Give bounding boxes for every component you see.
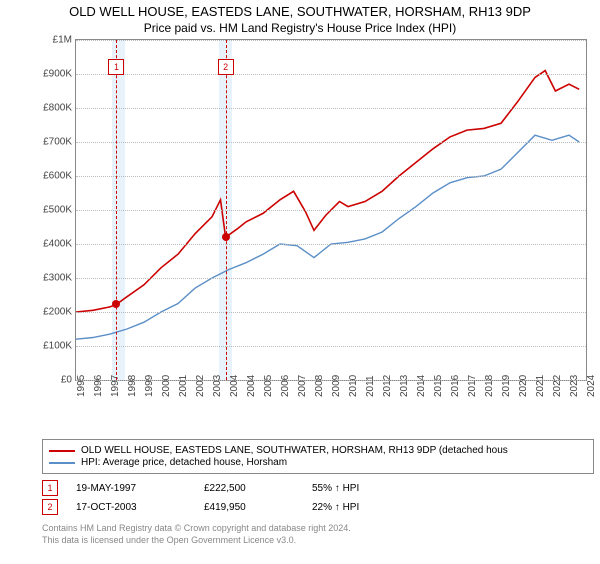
x-axis-label: 2014 <box>416 375 427 397</box>
legend-item: HPI: Average price, detached house, Hors… <box>49 457 587 468</box>
chart-container: OLD WELL HOUSE, EASTEDS LANE, SOUTHWATER… <box>0 4 600 564</box>
gridline <box>76 142 586 143</box>
x-axis-label: 2017 <box>467 375 478 397</box>
y-axis-label: £800K <box>36 103 72 114</box>
gridline <box>76 244 586 245</box>
x-axis-label: 2015 <box>433 375 444 397</box>
gridline <box>76 346 586 347</box>
x-axis-label: 2002 <box>195 375 206 397</box>
chart-area: £0 £100K £200K £300K £400K £500K £600K £700K £80… <box>35 39 595 409</box>
gridline <box>76 210 586 211</box>
sale-price: £222,500 <box>204 483 294 494</box>
sale-diff: 22% ↑ HPI <box>312 502 359 513</box>
chart-title: OLD WELL HOUSE, EASTEDS LANE, SOUTHWATER… <box>0 4 600 19</box>
y-axis-label: £500K <box>36 205 72 216</box>
y-axis-label: £600K <box>36 171 72 182</box>
x-axis-label: 2016 <box>450 375 461 397</box>
x-axis-label: 2005 <box>263 375 274 397</box>
gridline <box>76 74 586 75</box>
x-axis-label: 2021 <box>535 375 546 397</box>
x-axis-label: 2000 <box>161 375 172 397</box>
sale-row: 1 19-MAY-1997 £222,500 55% ↑ HPI <box>42 480 600 496</box>
plot-region: £0£100K£200K£300K£400K£500K£600K£700K£80… <box>75 39 587 381</box>
marker-dot <box>222 233 230 241</box>
marker-box: 1 <box>108 59 124 75</box>
x-axis-label: 2012 <box>382 375 393 397</box>
marker-dot <box>112 300 120 308</box>
chart-subtitle: Price paid vs. HM Land Registry's House … <box>0 21 600 35</box>
x-axis-label: 2007 <box>297 375 308 397</box>
legend: OLD WELL HOUSE, EASTEDS LANE, SOUTHWATER… <box>42 439 594 474</box>
x-axis-label: 2004 <box>246 375 257 397</box>
y-axis-label: £1M <box>36 35 72 46</box>
marker-dash <box>226 40 227 380</box>
x-axis-label: 2019 <box>501 375 512 397</box>
x-axis-label: 1996 <box>93 375 104 397</box>
legend-swatch <box>49 450 75 452</box>
y-axis-label: £100K <box>36 341 72 352</box>
sale-row: 2 17-OCT-2003 £419,950 22% ↑ HPI <box>42 499 600 515</box>
legend-label: OLD WELL HOUSE, EASTEDS LANE, SOUTHWATER… <box>81 445 508 456</box>
x-axis-label: 2020 <box>518 375 529 397</box>
gridline <box>76 278 586 279</box>
y-axis-label: £900K <box>36 69 72 80</box>
x-axis-label: 1998 <box>127 375 138 397</box>
marker-box: 2 <box>218 59 234 75</box>
footer-line-2: This data is licensed under the Open Gov… <box>42 535 600 547</box>
y-axis-label: £400K <box>36 239 72 250</box>
y-axis-label: £700K <box>36 137 72 148</box>
y-axis-label: £300K <box>36 273 72 284</box>
x-axis-label: 2001 <box>178 375 189 397</box>
legend-swatch <box>49 462 75 464</box>
gridline <box>76 176 586 177</box>
sale-date: 19-MAY-1997 <box>76 483 186 494</box>
x-axis-label: 2024 <box>586 375 597 397</box>
footer: Contains HM Land Registry data © Crown c… <box>42 523 600 546</box>
x-axis-label: 2023 <box>569 375 580 397</box>
y-axis-label: £0 <box>36 375 72 386</box>
x-axis-label: 2018 <box>484 375 495 397</box>
footer-line-1: Contains HM Land Registry data © Crown c… <box>42 523 600 535</box>
x-axis-label: 2006 <box>280 375 291 397</box>
legend-item: OLD WELL HOUSE, EASTEDS LANE, SOUTHWATER… <box>49 445 587 456</box>
sale-date: 17-OCT-2003 <box>76 502 186 513</box>
x-axis-label: 2011 <box>365 375 376 397</box>
x-axis-label: 2004 <box>229 375 240 397</box>
x-axis-label: 2008 <box>314 375 325 397</box>
legend-label: HPI: Average price, detached house, Hors… <box>81 457 287 468</box>
gridline <box>76 108 586 109</box>
y-axis-label: £200K <box>36 307 72 318</box>
sale-price: £419,950 <box>204 502 294 513</box>
x-axis-label: 2022 <box>552 375 563 397</box>
marker-dash <box>116 40 117 380</box>
series-price_paid <box>76 71 579 312</box>
x-axis-label: 1995 <box>76 375 87 397</box>
gridline <box>76 40 586 41</box>
sale-marker: 2 <box>42 499 58 515</box>
sale-diff: 55% ↑ HPI <box>312 483 359 494</box>
sales-table: 1 19-MAY-1997 £222,500 55% ↑ HPI 2 17-OCT-200… <box>42 480 600 515</box>
sale-marker: 1 <box>42 480 58 496</box>
series-hpi <box>76 135 579 339</box>
gridline <box>76 312 586 313</box>
x-axis-label: 2010 <box>348 375 359 397</box>
x-axis-label: 2013 <box>399 375 410 397</box>
x-axis-label: 2009 <box>331 375 342 397</box>
x-axis-label: 2003 <box>212 375 223 397</box>
x-axis-label: 1999 <box>144 375 155 397</box>
